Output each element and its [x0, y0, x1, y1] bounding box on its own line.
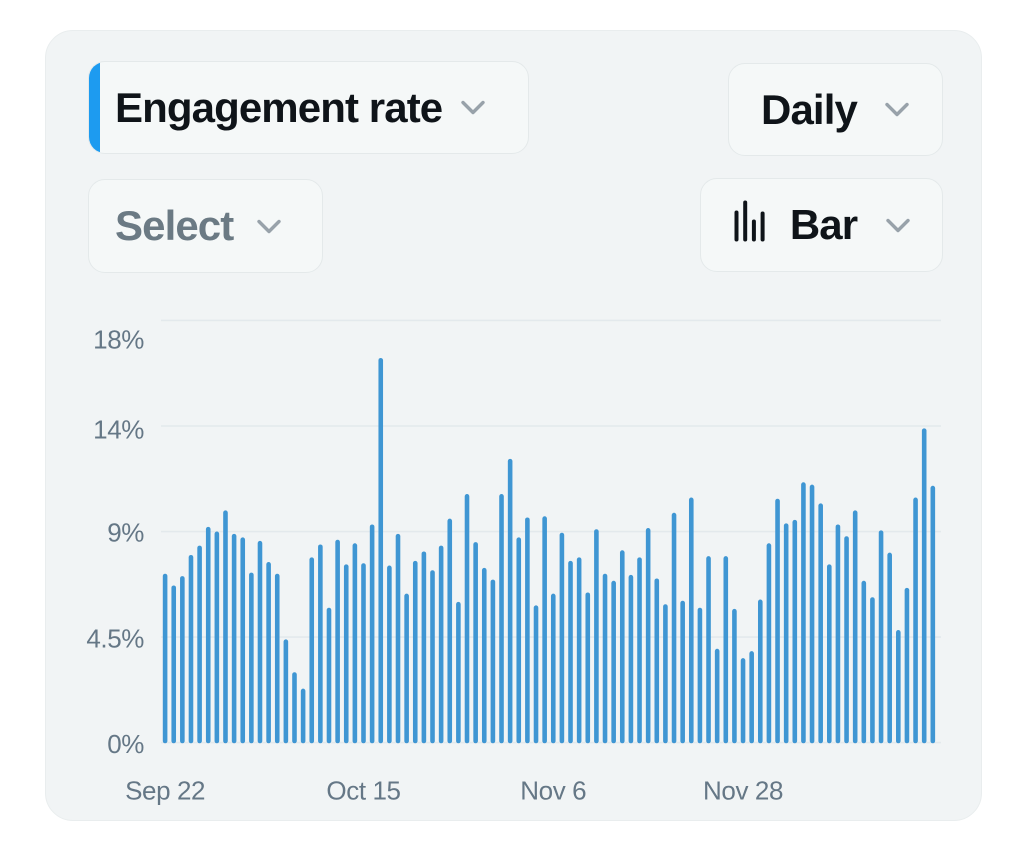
chevron-down-icon: [461, 100, 485, 115]
chevron-down-icon: [257, 219, 282, 233]
x-axis-label-Nov 28: Nov 28: [703, 776, 783, 806]
x-axis-label-Nov 6: Nov 6: [520, 776, 586, 806]
metric-dropdown-button[interactable]: Engagement rate: [88, 61, 529, 154]
chevron-down-icon: [885, 102, 909, 117]
interval-dropdown-label: Daily: [761, 85, 858, 133]
select-dropdown-button[interactable]: Select: [88, 179, 323, 273]
y-axis-label-4.5%: 4.5%: [86, 624, 144, 654]
chevron-down-icon: [886, 218, 910, 232]
y-axis-label-14%: 14%: [93, 415, 144, 445]
bar-chart-icon: [734, 200, 765, 242]
metric-dropdown-label: Engagement rate: [115, 83, 443, 131]
x-axis-label-Oct 15: Oct 15: [326, 776, 400, 806]
y-axis-label-0%: 0%: [107, 729, 144, 759]
y-axis-label-9%: 9%: [107, 518, 144, 548]
x-axis-label-Sep 22: Sep 22: [125, 776, 205, 806]
interval-dropdown-button[interactable]: Daily: [728, 63, 943, 156]
chart-type-dropdown-label: Bar: [789, 201, 858, 248]
y-axis-label-18%: 18%: [93, 324, 144, 354]
metric-accent-bar: [89, 62, 100, 153]
select-dropdown-label: Select: [115, 202, 234, 249]
chart-type-dropdown-button[interactable]: Bar: [700, 178, 943, 272]
